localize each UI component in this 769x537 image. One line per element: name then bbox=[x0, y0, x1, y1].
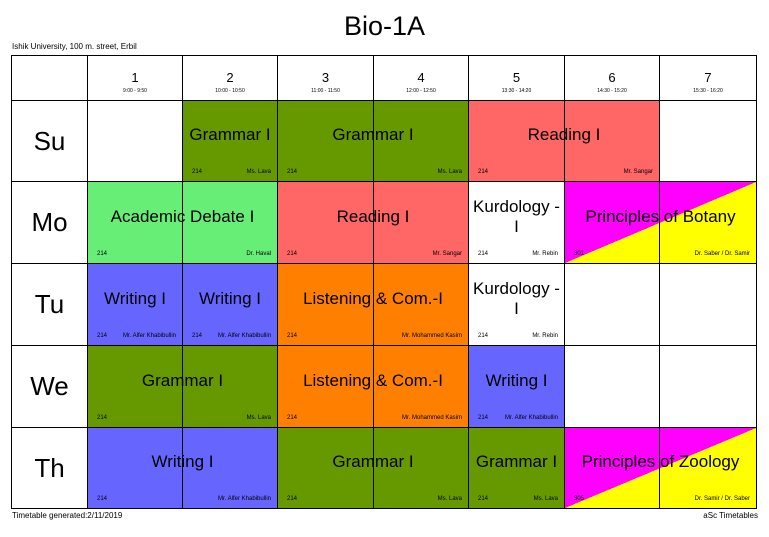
lesson-teacher: Ms. Lava bbox=[437, 496, 462, 502]
period-header-4: 4 12:00 - 12:50 bbox=[374, 56, 468, 100]
lesson-teacher: Mr. Alfer Khabibullin bbox=[504, 415, 558, 421]
period-time: 14:30 - 15:20 bbox=[597, 88, 627, 94]
lesson-room: 214 bbox=[478, 333, 489, 339]
period-header-2: 2 10:00 - 10:50 bbox=[183, 56, 277, 100]
lesson-subject: Writing I bbox=[485, 370, 548, 390]
lesson-cell[interactable]: Grammar I 214 Ms. Lava bbox=[469, 428, 564, 508]
column-divider bbox=[659, 56, 660, 508]
lesson-teacher: Dr. Saber / Dr. Samir bbox=[694, 251, 750, 257]
lesson-teacher: Mr. Sangar bbox=[432, 251, 462, 257]
lesson-teacher: Dr. Samir / Dr. Saber bbox=[694, 496, 750, 502]
lesson-cell[interactable]: Grammar I 214 Ms. Lava bbox=[183, 101, 277, 181]
row-divider bbox=[12, 181, 756, 182]
period-number: 2 bbox=[226, 70, 234, 85]
lesson-room: 214 bbox=[97, 333, 108, 339]
lesson-teacher: Mr. Sangar bbox=[623, 169, 653, 175]
lesson-teacher: Ms. Lava bbox=[246, 169, 271, 175]
lesson-room: 305 bbox=[574, 496, 585, 502]
period-number: 5 bbox=[512, 70, 521, 85]
lesson-subject: Grammar I bbox=[332, 452, 414, 471]
lesson-room: 214 bbox=[97, 496, 108, 502]
lesson-cell[interactable]: Writing I 214 Mr. Alfer Khabibullin bbox=[183, 264, 277, 345]
period-number: 1 bbox=[131, 70, 139, 85]
lesson-subject: Writing I bbox=[198, 288, 262, 308]
period-header-1: 1 9:00 - 9:50 bbox=[88, 56, 182, 100]
row-divider bbox=[12, 427, 756, 428]
period-number: 3 bbox=[321, 70, 330, 85]
lesson-cell[interactable]: Kurdology -I 214 Mr. Rebin bbox=[469, 182, 564, 263]
software-credit: aSc Timetables bbox=[703, 511, 758, 520]
lesson-teacher: Mr. Mohammed Kasim bbox=[401, 415, 462, 421]
period-time: 15:30 - 16:20 bbox=[693, 88, 723, 94]
column-divider bbox=[564, 56, 565, 508]
period-header-7: 7 15:30 - 16:20 bbox=[660, 56, 756, 100]
column-divider bbox=[373, 56, 374, 508]
period-header-5: 5 13:30 - 14:20 bbox=[469, 56, 564, 100]
lesson-subject: Principles of Botany bbox=[585, 206, 736, 226]
lesson-room: 214 bbox=[478, 415, 489, 421]
period-time: 9:00 - 9:50 bbox=[123, 88, 147, 94]
lesson-cell[interactable]: Principles of Zoology 305 Dr. Samir / Dr. … bbox=[565, 428, 756, 508]
generated-date: Timetable generated:2/11/2019 bbox=[12, 511, 123, 520]
lesson-room: 214 bbox=[478, 496, 489, 502]
lesson-subject: Principles of Zoology bbox=[581, 452, 740, 471]
lesson-teacher: Mr. Rebin bbox=[532, 251, 558, 257]
period-header-6: 6 14:30 - 15:20 bbox=[565, 56, 659, 100]
lesson-teacher: Dr. Haval bbox=[246, 251, 271, 257]
period-header-3: 3 11:00 - 11:50 bbox=[278, 56, 373, 100]
period-time: 13:30 - 14:20 bbox=[501, 88, 532, 94]
lesson-teacher: Mr. Rebin bbox=[532, 333, 558, 339]
lesson-subject: Writing I bbox=[103, 288, 167, 308]
institution-address: Ishik University, 100 m. street, Erbil bbox=[12, 42, 137, 51]
period-number: 7 bbox=[704, 70, 712, 85]
timetable-title: Bio-1A bbox=[343, 11, 426, 41]
lesson-teacher: Ms. Lava bbox=[246, 415, 271, 421]
row-divider bbox=[12, 263, 756, 264]
lesson-room: 301 bbox=[574, 251, 585, 257]
day-label-mo: Mo bbox=[31, 207, 68, 237]
day-label-we: We bbox=[30, 371, 69, 401]
lesson-subject: Grammar I bbox=[332, 125, 414, 144]
column-divider bbox=[87, 56, 88, 508]
lesson-subject: Kurdology -I bbox=[473, 278, 560, 318]
lesson-cell[interactable]: Writing I 214 Mr. Alfer Khabibullin bbox=[469, 346, 564, 427]
lesson-cell[interactable]: Kurdology -I 214 Mr. Rebin bbox=[469, 264, 564, 345]
lesson-room: 214 bbox=[97, 415, 108, 421]
lesson-room: 214 bbox=[287, 333, 298, 339]
column-divider bbox=[277, 56, 278, 508]
lesson-room: 214 bbox=[287, 496, 298, 502]
lesson-room: 214 bbox=[97, 251, 108, 257]
lesson-room: 214 bbox=[287, 415, 298, 421]
lesson-room: 214 bbox=[287, 251, 298, 257]
day-label-th: Th bbox=[34, 452, 65, 483]
lesson-teacher: Mr. Alfer Khabibullin bbox=[217, 496, 271, 502]
lesson-teacher: Mr. Alfer Khabibullin bbox=[217, 333, 271, 339]
row-divider bbox=[12, 100, 756, 101]
lesson-room: 214 bbox=[478, 169, 489, 175]
lesson-room: 214 bbox=[192, 169, 203, 175]
lesson-cell[interactable]: Principles of Botany 301 Dr. Saber / Dr. S… bbox=[565, 182, 756, 263]
timetable-grid: 1 9:00 - 9:50 2 10:00 - 10:50 3 11:00 - 11:50… bbox=[11, 55, 757, 509]
lesson-subject: Kurdology -I bbox=[473, 196, 560, 236]
lesson-subject: Grammar I bbox=[189, 125, 271, 144]
day-label-tu: Tu bbox=[34, 289, 65, 319]
column-divider bbox=[182, 56, 183, 508]
lesson-room: 214 bbox=[287, 169, 298, 175]
lesson-teacher: Mr. Mohammed Kasim bbox=[401, 333, 462, 339]
lesson-teacher: Mr. Alfer Khabibullin bbox=[122, 333, 176, 339]
lesson-teacher: Ms. Lava bbox=[437, 169, 462, 175]
period-time: 10:00 - 10:50 bbox=[215, 88, 245, 94]
row-divider bbox=[12, 345, 756, 346]
lesson-cell[interactable]: Writing I 214 Mr. Alfer Khabibullin bbox=[88, 264, 182, 345]
period-time: 11:00 - 11:50 bbox=[311, 88, 340, 94]
lesson-subject: Grammar I bbox=[475, 452, 558, 471]
column-divider bbox=[468, 56, 469, 508]
lesson-room: 214 bbox=[192, 333, 203, 339]
lesson-teacher: Ms. Lava bbox=[533, 496, 558, 502]
lesson-room: 214 bbox=[478, 251, 489, 257]
period-number: 4 bbox=[417, 70, 425, 85]
period-number: 6 bbox=[608, 70, 616, 85]
day-label-su: Su bbox=[33, 125, 66, 156]
period-time: 12:00 - 12:50 bbox=[406, 88, 436, 94]
